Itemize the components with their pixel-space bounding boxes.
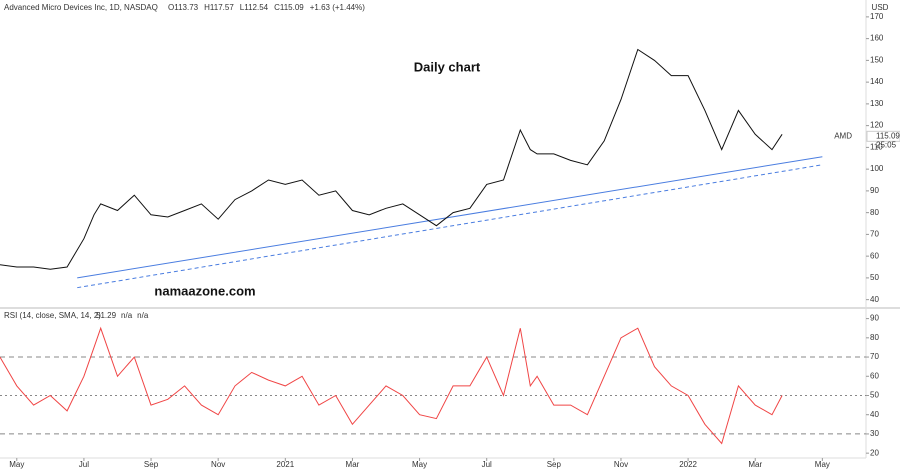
rsi-readout: n/a: [121, 311, 133, 320]
y-tick-label: 50: [870, 273, 879, 282]
y-tick-label: 140: [870, 77, 884, 86]
y-tick-label: 90: [870, 186, 879, 195]
x-tick-label: Jul: [482, 460, 492, 469]
y-tick-label: 80: [870, 333, 879, 342]
x-tick-label: Nov: [614, 460, 628, 469]
last-price: 115.09: [876, 131, 900, 140]
symbol-title: Advanced Micro Devices Inc, 1D, NASDAQ: [4, 3, 158, 12]
ohlc-value: O113.73: [168, 3, 199, 12]
x-tick-label: Sep: [547, 460, 562, 469]
y-tick-label: 70: [870, 352, 879, 361]
y-tick-label: 150: [870, 55, 884, 64]
currency: USD: [872, 3, 889, 12]
x-tick-label: Sep: [144, 460, 159, 469]
y-tick-label: 30: [870, 429, 879, 438]
x-tick-label: Jul: [79, 460, 89, 469]
rsi-title: RSI (14, close, SMA, 14, 2): [4, 311, 101, 320]
y-tick-label: 40: [870, 410, 879, 419]
trend-line: [77, 156, 823, 279]
x-tick-label: Mar: [748, 460, 762, 469]
ohlc-value: L112.54: [240, 3, 269, 12]
y-tick-label: 50: [870, 391, 879, 400]
symbol-label: AMD: [834, 131, 852, 140]
y-tick-label: 120: [870, 121, 884, 130]
header: Advanced Micro Devices Inc, 1D, NASDAQ: [4, 3, 158, 12]
series-line: [0, 48, 783, 270]
x-tick-label: Nov: [211, 460, 225, 469]
series-line: [0, 326, 783, 445]
rsi-readout: 51.29: [96, 311, 117, 320]
y-tick-label: 160: [870, 34, 884, 43]
y-tick-label: 80: [870, 208, 879, 217]
y-tick-label: 40: [870, 295, 879, 304]
y-tick-label: 60: [870, 371, 879, 380]
rsi-readout: n/a: [137, 311, 149, 320]
x-tick-label: May: [815, 460, 830, 469]
x-tick-label: 2021: [276, 460, 294, 469]
y-tick-label: 170: [870, 12, 884, 21]
annotation: namaazone.com: [154, 283, 255, 298]
annotation: Daily chart: [414, 59, 481, 74]
y-tick-label: 20: [870, 448, 879, 457]
x-tick-label: May: [412, 460, 427, 469]
ohlc-value: C115.09: [274, 3, 304, 12]
x-tick-label: Mar: [346, 460, 360, 469]
x-tick-label: 2022: [679, 460, 697, 469]
countdown: 25:05: [876, 140, 897, 149]
y-tick-label: 90: [870, 314, 879, 323]
y-tick-label: 110: [870, 142, 883, 151]
last-price-box: [866, 130, 900, 142]
ohlc-value: +1.63 (+1.44%): [310, 3, 365, 12]
y-tick-label: 130: [870, 99, 884, 108]
y-tick-label: 60: [870, 251, 879, 260]
x-tick-label: May: [9, 460, 24, 469]
y-tick-label: 100: [870, 164, 884, 173]
y-tick-label: 70: [870, 230, 879, 239]
ohlc-value: H117.57: [204, 3, 234, 12]
